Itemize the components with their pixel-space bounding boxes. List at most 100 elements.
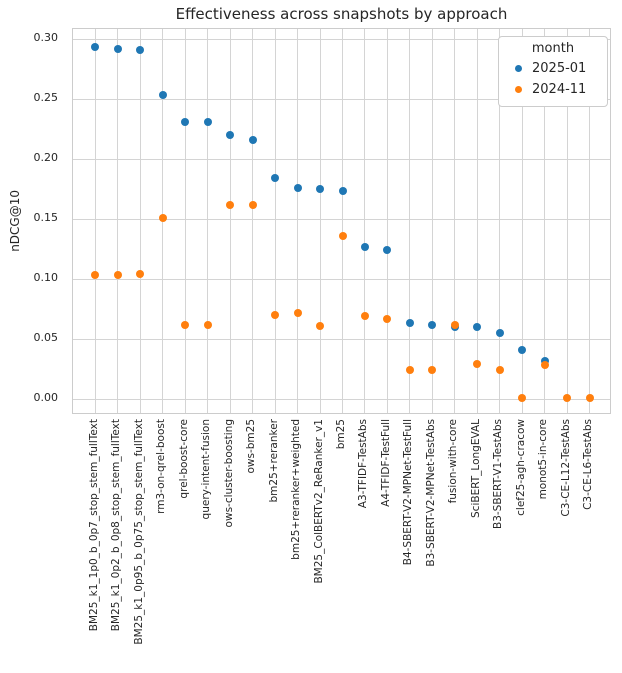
- grid-line-horizontal: [73, 98, 610, 100]
- grid-line-horizontal: [73, 218, 610, 220]
- data-point: [450, 320, 459, 329]
- data-point: [158, 91, 167, 100]
- data-point: [181, 320, 190, 329]
- y-tick-label: 0.25: [33, 91, 59, 104]
- grid-line-horizontal: [73, 158, 610, 160]
- x-tick-label: BM25_k1_0p95_b_0p75_stop_stem_fullText: [132, 419, 145, 645]
- data-point: [136, 270, 145, 279]
- data-point: [113, 271, 122, 280]
- data-point: [203, 320, 212, 329]
- x-tick-label: B4-SBERT-V2-MPNet-TestFull: [402, 419, 415, 566]
- legend-entry: 2025-01: [509, 58, 597, 79]
- grid-line-vertical: [521, 29, 523, 413]
- x-tick-label: qrel-boost-core: [177, 419, 190, 499]
- x-tick-label: bm25: [335, 419, 347, 450]
- data-point: [360, 312, 369, 321]
- grid-line-vertical: [117, 29, 119, 413]
- grid-line-vertical: [297, 29, 299, 413]
- grid-line-vertical: [319, 29, 321, 413]
- data-point: [540, 356, 549, 365]
- data-point: [203, 117, 212, 126]
- data-point: [271, 311, 280, 319]
- grid-line-vertical: [499, 29, 501, 413]
- y-tick-label: 0.15: [33, 211, 59, 224]
- grid-line-vertical: [409, 29, 411, 413]
- grid-line-vertical: [207, 29, 209, 413]
- x-tick-label: clef25-agh-cracow: [514, 419, 527, 516]
- legend-marker-dot: [515, 65, 522, 72]
- grid-line-vertical: [342, 29, 343, 413]
- data-point: [91, 271, 100, 280]
- grid-line-vertical: [252, 29, 254, 413]
- grid-line-horizontal: [73, 278, 610, 280]
- x-tick-label: A3-TFIDF-TestAbs: [357, 419, 370, 509]
- grid-line-vertical: [566, 29, 568, 413]
- x-tick-label: ows-bm25: [245, 419, 258, 474]
- data-point: [91, 43, 100, 52]
- data-point: [226, 200, 235, 209]
- y-tick-label: 0.20: [33, 151, 59, 164]
- data-point: [316, 185, 325, 193]
- data-point: [136, 45, 145, 54]
- data-point: [585, 393, 594, 402]
- data-point: [518, 393, 527, 402]
- x-tick-label: bm25+reranker: [267, 419, 280, 503]
- x-tick-label: SciBERT_LongEVAL: [469, 419, 482, 518]
- data-point: [293, 308, 302, 317]
- data-point: [338, 187, 347, 196]
- data-point: [226, 131, 235, 139]
- legend-entry-label: 2025-01: [532, 61, 587, 76]
- data-point: [271, 174, 280, 183]
- legend-title: month: [531, 41, 575, 56]
- data-point: [113, 44, 122, 53]
- data-point: [473, 360, 482, 369]
- data-point: [248, 135, 257, 144]
- data-point: [473, 323, 482, 331]
- data-point: [338, 231, 347, 240]
- x-tick-label: BM25_k1_1p0_b_0p7_stop_stem_fullText: [87, 419, 100, 632]
- legend-entry: 2024-11: [509, 79, 597, 100]
- grid-line-vertical: [139, 29, 141, 413]
- x-tick-label: B3-SBERT-V2-MPNet-TestAbs: [424, 419, 437, 567]
- y-tick-label: 0.30: [33, 31, 59, 44]
- legend-entries: 2025-01 2024-11: [509, 58, 597, 100]
- x-tick-label: monot5-in-core: [537, 419, 550, 500]
- x-tick-label: query-intent-fusion: [200, 419, 213, 520]
- grid-line-vertical: [544, 29, 546, 413]
- legend-marker-dot: [515, 86, 522, 93]
- data-point: [181, 117, 190, 126]
- y-tick-label: 0.05: [33, 331, 59, 344]
- data-point: [428, 366, 437, 375]
- data-point: [293, 183, 302, 192]
- chart-title: Effectiveness across snapshots by approa…: [175, 5, 508, 23]
- data-point: [405, 319, 414, 328]
- data-point: [405, 366, 414, 375]
- y-tick-label: 0.10: [33, 271, 59, 284]
- x-tick-label: BM25_ColBERTv2_ReRanker_v1: [312, 419, 325, 584]
- grid-line-vertical: [274, 29, 276, 413]
- legend-entry-label: 2024-11: [532, 82, 587, 97]
- data-point: [360, 242, 369, 251]
- data-point: [495, 366, 504, 375]
- x-tick-label: ows-cluster-boosting: [222, 419, 235, 528]
- x-tick-label: rm3-on-qrel-boost: [155, 419, 168, 514]
- grid-line-horizontal: [73, 338, 610, 340]
- grid-line-vertical: [454, 29, 456, 413]
- x-tick-label: bm25+reranker+weighted: [290, 419, 303, 560]
- data-point: [540, 361, 549, 370]
- x-tick-label: fusion-with-core: [447, 419, 460, 504]
- x-tick-label: A4-TFIDF-TestFull: [379, 419, 392, 507]
- y-tick-label: 0.00: [33, 391, 59, 404]
- x-tick-label: C3-CE-L6-TestAbs: [582, 419, 595, 510]
- grid-line-horizontal: [73, 38, 610, 40]
- grid-line-horizontal: [73, 398, 610, 400]
- data-point: [158, 213, 167, 222]
- data-point: [383, 246, 392, 255]
- data-point: [316, 321, 325, 330]
- grid-line-vertical: [589, 29, 591, 413]
- data-point: [428, 320, 437, 329]
- grid-line-vertical: [431, 29, 433, 413]
- grid-line-vertical: [386, 29, 388, 413]
- x-tick-label: B3-SBERT-V1-TestAbs: [492, 419, 505, 530]
